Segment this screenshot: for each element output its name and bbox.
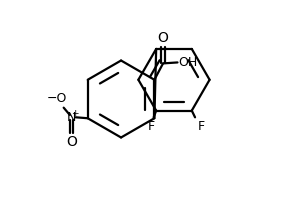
Text: O: O [66, 135, 77, 149]
Text: F: F [148, 120, 155, 133]
Text: −O: −O [47, 92, 67, 105]
Text: N: N [67, 111, 76, 124]
Text: OH: OH [178, 56, 198, 69]
Text: F: F [197, 120, 205, 133]
Text: O: O [157, 31, 168, 45]
Text: +: + [71, 109, 78, 118]
